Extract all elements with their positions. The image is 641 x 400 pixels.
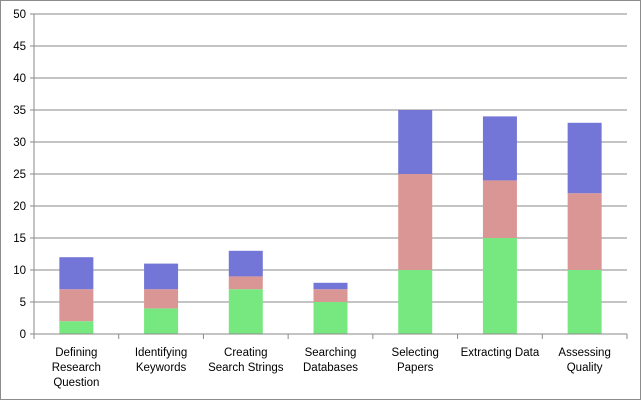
x-category-label-line: Identifying [135,347,187,359]
x-category-label-line: Extracting Data [461,347,540,359]
x-category-label-line: Databases [303,362,358,374]
y-tick-label: 20 [13,201,26,213]
axes [30,13,628,339]
x-category-label-line: Research [52,362,101,374]
x-category-label-line: Keywords [136,362,187,374]
y-tick-label: 40 [13,73,26,85]
x-category-label-line: Defining [55,347,97,359]
y-tick-label: 25 [13,169,26,181]
bar-segment-s3-c5 [398,110,433,174]
bar-segment-s2-c3 [228,276,263,290]
bar-segment-s1-c2 [144,308,179,334]
y-tick-label: 5 [20,297,26,309]
gridlines [34,13,627,303]
bar-segment-s1-c5 [398,270,433,334]
y-tick-label: 45 [13,41,26,53]
bar-segment-s3-c7 [567,122,602,194]
y-tick-label: 30 [13,137,26,149]
bar-segment-s2-c1 [59,289,94,322]
x-category-label-line: Search Strings [208,362,284,374]
bar-segment-s3-c3 [228,250,263,277]
x-category-label-line: Searching [305,347,357,359]
bar-segment-s3-c1 [59,257,94,290]
bar-segment-s2-c6 [482,180,517,238]
y-tick-label: 15 [13,233,26,245]
x-category-label-line: Selecting [392,347,439,359]
x-category-label-line: Creating [224,347,267,359]
bar-segment-s3-c2 [144,263,179,290]
y-tick-label: 0 [20,329,26,341]
bar-segment-s3-c4 [313,282,348,290]
y-tick-label: 35 [13,105,26,117]
x-category-label: Defining Research Question [52,347,101,389]
x-category-label: Extracting Data [461,347,540,359]
x-category-label-line: Papers [397,362,434,374]
x-category-label: Creating Search Strings [208,347,284,374]
bar-segment-s1-c4 [313,302,348,334]
bar-segment-s1-c6 [482,238,517,334]
bar-segment-s1-c7 [567,270,602,334]
bar-segment-s2-c2 [144,289,179,309]
bar-segment-s1-c3 [228,289,263,334]
bar-segment-s2-c7 [567,193,602,270]
bar-segment-s3-c6 [482,116,517,181]
y-tick-label: 50 [13,9,26,21]
tick-labels: 0 5 10 15 20 25 30 35 40 45 50 Defining Research Ques… [13,9,611,389]
x-category-label: Identifying Keywords [135,347,187,374]
x-category-label: Assessing Quality [558,347,610,374]
x-category-label-line: Quality [567,362,603,374]
y-tick-label: 10 [13,265,26,277]
bar-segment-s2-c4 [313,289,348,302]
x-category-label-line: Question [53,377,99,389]
bar-segment-s2-c5 [398,174,433,270]
x-category-label: Selecting Papers [392,347,439,374]
x-category-label-line: Assessing [558,347,610,359]
x-category-label: Searching Databases [303,347,358,374]
bars [59,110,602,334]
bar-segment-s1-c1 [59,321,94,334]
